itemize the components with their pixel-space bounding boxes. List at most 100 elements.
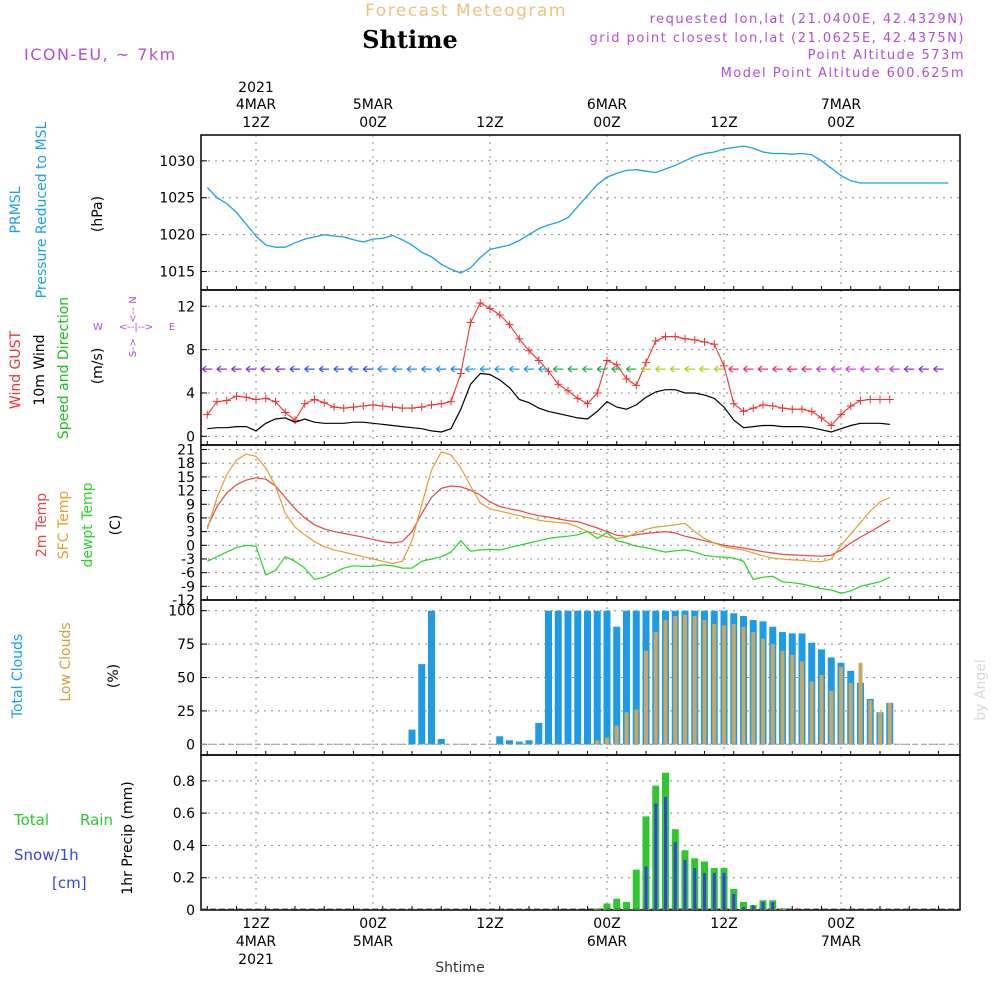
wind-ytick-label: 12 bbox=[177, 299, 195, 315]
top-hour-label: 12Z bbox=[710, 115, 737, 131]
wind-ytick-label: 4 bbox=[186, 386, 195, 402]
low-cloud-bar bbox=[692, 616, 697, 745]
station-name: Shtime bbox=[362, 25, 458, 54]
gust-marker bbox=[866, 395, 875, 404]
clouds-ytick-label: 25 bbox=[177, 704, 195, 720]
gust-marker bbox=[681, 334, 689, 343]
wind-arrow bbox=[552, 365, 564, 373]
total-cloud-bar bbox=[437, 738, 445, 745]
temperature-ytick-label: 18 bbox=[177, 456, 195, 472]
clouds-ytick-label: 50 bbox=[177, 671, 195, 687]
precip-ytick-label: 0.4 bbox=[173, 838, 195, 854]
gust-marker bbox=[564, 386, 572, 395]
total-cloud-bar bbox=[574, 610, 582, 745]
gust-marker bbox=[476, 299, 485, 308]
gust-marker bbox=[213, 397, 221, 406]
gust-marker bbox=[339, 404, 348, 413]
total-cloud-bar bbox=[506, 740, 513, 745]
gust-marker bbox=[447, 397, 455, 406]
temperature-ytick-label: -6 bbox=[181, 566, 195, 582]
low-cloud-bar bbox=[731, 624, 736, 745]
low-cloud-bar bbox=[595, 740, 600, 745]
gust-marker bbox=[398, 404, 407, 413]
bottom-hour-label: 00Z bbox=[593, 916, 620, 932]
snow-bar bbox=[761, 901, 765, 910]
wind-arrow bbox=[289, 365, 300, 373]
pressure-panel: 1015 1020 1025 1030 bbox=[159, 134, 961, 291]
wind-arrow bbox=[509, 365, 520, 373]
wind-arrow bbox=[392, 365, 403, 373]
precip-rain-label: Rain bbox=[80, 811, 113, 829]
wind-arrow bbox=[699, 365, 710, 373]
low-cloud-bar bbox=[848, 682, 853, 745]
total-cloud-bar bbox=[554, 610, 562, 745]
wind-arrow bbox=[596, 365, 608, 373]
gust-marker bbox=[661, 332, 670, 341]
gust-marker bbox=[749, 404, 758, 413]
wind-arrow bbox=[640, 365, 651, 373]
wind-arrow bbox=[933, 365, 944, 373]
point-altitude: Point Altitude 573m bbox=[808, 48, 965, 63]
pressure-ytick-label: 1025 bbox=[159, 191, 195, 207]
gust-marker bbox=[573, 394, 582, 403]
dewpt-line bbox=[207, 530, 891, 594]
gust-marker bbox=[798, 405, 806, 414]
model-name: ICON-EU, ~ 7km bbox=[24, 45, 177, 64]
gust-marker bbox=[885, 395, 894, 404]
snow-bar bbox=[742, 906, 745, 910]
wind-arrow bbox=[231, 365, 242, 373]
precip-frame bbox=[200, 754, 961, 911]
wind-arrow bbox=[435, 365, 447, 373]
temperature-ytick-label: -12 bbox=[172, 593, 195, 609]
low-cloud-bar bbox=[702, 620, 707, 745]
pressure-ytick-label: 1020 bbox=[159, 228, 195, 244]
top-hour-label: 12Z bbox=[242, 115, 269, 131]
wind-arrow bbox=[684, 365, 695, 373]
gust-marker bbox=[486, 304, 494, 313]
bottom-date-label: 7MAR bbox=[821, 934, 862, 950]
wind-arrow bbox=[245, 365, 257, 373]
precip-unit: 1hr Precip (mm) bbox=[120, 781, 136, 894]
wind-line bbox=[207, 372, 890, 433]
wind-10m-label: 10m Wind bbox=[32, 334, 48, 405]
gust-marker bbox=[729, 399, 738, 408]
bottom-hour-label: 12Z bbox=[242, 916, 269, 932]
gust-marker bbox=[505, 320, 514, 329]
snow-bar bbox=[673, 842, 677, 910]
bottom-time-axis: 12Z 4MAR 2021 00Z 5MAR 12Z 00Z 6MAR 12Z 00Z 7MAR bbox=[236, 916, 862, 968]
wind-arrow bbox=[743, 365, 754, 373]
gust-marker bbox=[846, 401, 855, 410]
bottom-hour-label: 12Z bbox=[710, 916, 737, 932]
temperature-ytick-label: 6 bbox=[186, 511, 195, 527]
gust-marker bbox=[369, 400, 377, 409]
top-hour-label: 00Z bbox=[359, 115, 386, 131]
bottom-hour-label: 12Z bbox=[476, 916, 503, 932]
low-cloud-bar bbox=[780, 650, 785, 745]
model-altitude: Model Point Altitude 600.625m bbox=[721, 66, 965, 81]
low-cloud-bar bbox=[683, 614, 687, 745]
total-cloud-bar bbox=[564, 610, 572, 745]
low-cloud-bar bbox=[624, 712, 629, 745]
temp-sfc-label: SFC Temp bbox=[56, 491, 72, 560]
temperature-ytick-label: 3 bbox=[186, 525, 195, 541]
low-cloud-bar bbox=[868, 700, 873, 745]
wind-arrow bbox=[655, 365, 666, 373]
compass-n: N bbox=[128, 296, 139, 303]
total-cloud-bar bbox=[408, 729, 416, 745]
wind-arrow bbox=[713, 365, 725, 373]
gust-marker bbox=[554, 380, 563, 389]
bottom-date-label: 5MAR bbox=[353, 934, 394, 950]
top-hour-label: 00Z bbox=[593, 115, 620, 131]
total-cloud-bar bbox=[515, 741, 523, 745]
gust-line bbox=[206, 302, 890, 427]
top-hour-label: 12Z bbox=[476, 115, 503, 131]
gust-marker bbox=[515, 334, 524, 343]
gust-marker bbox=[534, 356, 543, 365]
total-cloud-bar bbox=[545, 610, 552, 745]
low-cloud-bar bbox=[605, 737, 609, 745]
low-cloud-bar bbox=[887, 702, 892, 745]
low-cloud-bar bbox=[819, 674, 824, 745]
gust-marker bbox=[768, 401, 777, 410]
compass-e: E bbox=[169, 322, 175, 333]
